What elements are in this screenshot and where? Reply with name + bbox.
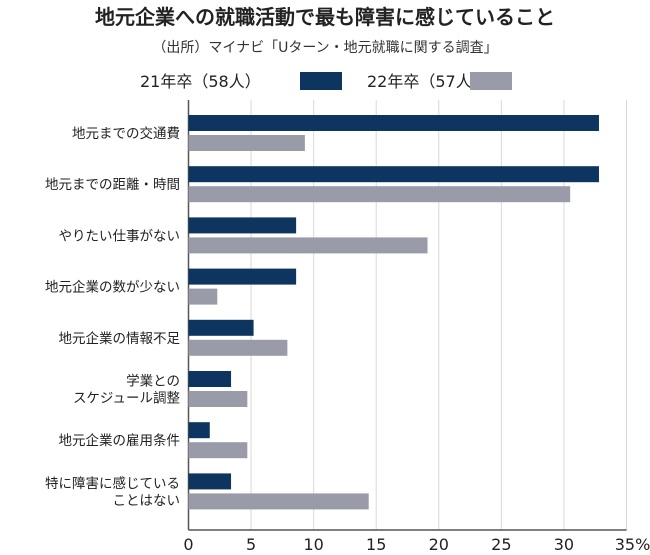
bar [188, 237, 428, 254]
x-tick-label: 25 [491, 535, 511, 554]
legend-swatch [300, 72, 342, 90]
category-label: 地元企業の雇用条件 [59, 432, 181, 449]
bars [188, 115, 599, 510]
legend-label: 21年卒（58人） [140, 72, 261, 91]
bar [188, 339, 288, 356]
bar [188, 115, 599, 131]
category-label: 地元企業の数が少ない [45, 279, 180, 296]
category-label: 特に障害に感じている [45, 475, 180, 492]
legend: 21年卒（58人） 22年卒（57人） [140, 72, 512, 91]
x-tick-label: 30 [554, 535, 574, 554]
bar [188, 186, 571, 203]
bar [188, 217, 297, 234]
chart-subtitle: （出所）マイナビ「Uターン・地元就職に関する調査」 [152, 40, 497, 56]
category-labels: 地元までの交通費地元までの距離・時間やりたい仕事がない地元企業の数が少ない地元企… [45, 125, 180, 509]
x-tick-label: 20 [429, 535, 449, 554]
bar [188, 166, 599, 183]
bar [188, 473, 232, 490]
x-tick-label: 5 [246, 535, 256, 554]
bar [188, 371, 232, 387]
x-tick-label: 10 [303, 535, 323, 554]
bar [188, 391, 248, 407]
category-label: 地元までの交通費 [72, 125, 180, 142]
bar [188, 442, 248, 459]
chart-title: 地元企業への就職活動で最も障害に感じていること [95, 5, 555, 29]
bar [188, 268, 297, 285]
x-tick-label: 15 [366, 535, 386, 554]
category-label: 地元企業の情報不足 [59, 330, 181, 347]
category-label: 学業との [126, 374, 180, 390]
legend-label: 22年卒（57人） [367, 72, 488, 91]
x-tick-label: 0 [183, 535, 193, 554]
bar [188, 422, 210, 439]
bar [188, 288, 218, 305]
bar [188, 493, 369, 510]
bar [188, 319, 254, 336]
category-label: 地元までの距離・時間 [45, 177, 180, 193]
x-axis-ticks: 0 5 10 15 20 25 30 35% [183, 535, 650, 554]
x-tick-label: 35% [615, 535, 650, 554]
category-label: ことはない [113, 493, 181, 509]
bar [188, 135, 305, 151]
category-label: スケジュール調整 [73, 391, 180, 407]
grid [187, 100, 627, 531]
category-label: やりたい仕事がない [59, 228, 181, 244]
legend-swatch [470, 72, 512, 90]
